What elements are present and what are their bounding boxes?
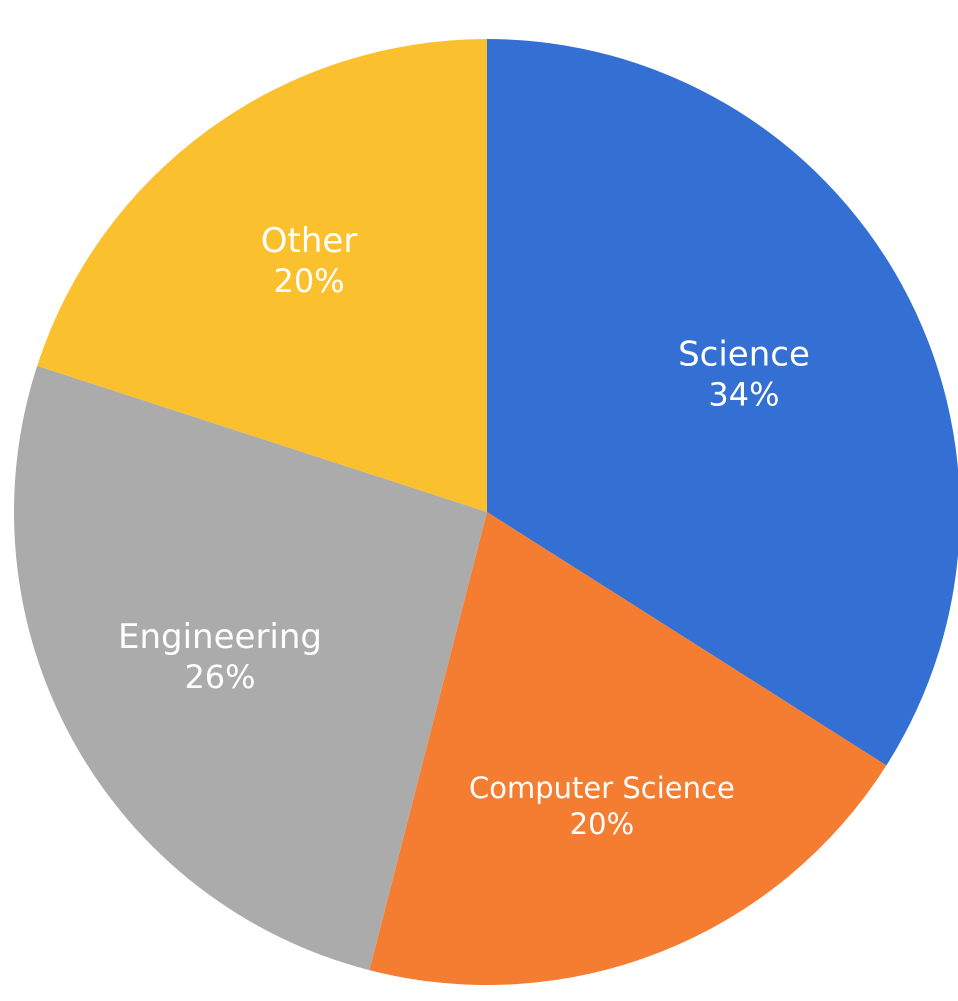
- pie-slice-other: [37, 39, 487, 512]
- pie-data-labels: Science 34%Computer Science 20%Engineering…: [118, 221, 810, 841]
- data-label-science: Science 34%: [678, 335, 810, 414]
- pie-slice-engineering: [14, 365, 487, 971]
- data-label-percent: 20%: [274, 262, 345, 300]
- data-label-percent: 20%: [570, 807, 634, 841]
- data-label-name: Engineering: [118, 617, 322, 657]
- data-label-name: Science: [678, 335, 810, 375]
- data-label-other: Other 20%: [261, 221, 358, 300]
- pie-slice-computer-science: [369, 512, 887, 985]
- data-label-computer-science: Computer Science 20%: [469, 771, 735, 841]
- data-label-name: Computer Science: [469, 771, 735, 805]
- pie-slices: [14, 39, 958, 985]
- pie-slice-science: [487, 39, 958, 766]
- data-label-percent: 26%: [184, 658, 255, 696]
- data-label-engineering: Engineering 26%: [118, 617, 322, 696]
- data-label-percent: 34%: [708, 376, 779, 414]
- data-label-name: Other: [261, 221, 358, 261]
